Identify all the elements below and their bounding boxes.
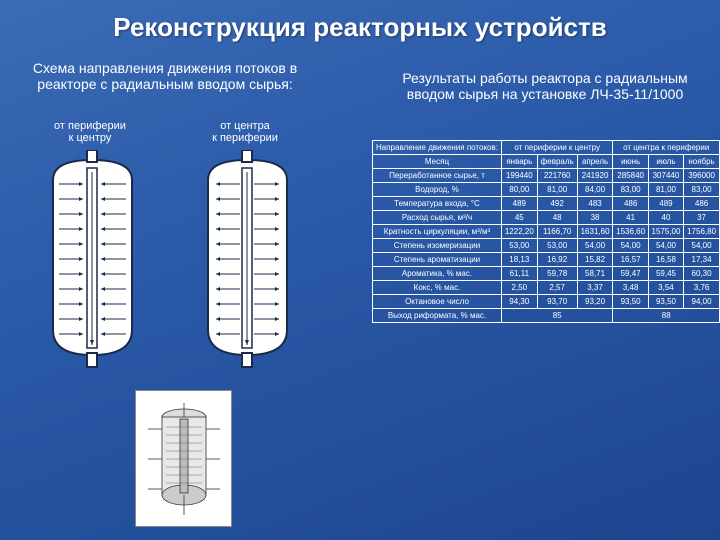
table-cell: январь bbox=[501, 155, 537, 169]
table-cell: Кокс, % мас. bbox=[373, 281, 502, 295]
table-cell: 83,00 bbox=[684, 183, 720, 197]
vessel-right bbox=[190, 150, 305, 370]
table-cell: 54,00 bbox=[684, 239, 720, 253]
slide: Реконструкция реакторных устройств Схема… bbox=[0, 0, 720, 540]
page-title: Реконструкция реакторных устройств bbox=[0, 12, 720, 43]
table-cell: июнь bbox=[613, 155, 648, 169]
table-cell: 54,00 bbox=[613, 239, 648, 253]
table-cell: 84,00 bbox=[577, 183, 613, 197]
table-cell: Направление движения потоков: bbox=[373, 141, 502, 155]
table-cell: 53,00 bbox=[501, 239, 537, 253]
table-cell: 59,78 bbox=[537, 267, 577, 281]
table-cell: Степень изомеризации bbox=[373, 239, 502, 253]
table-cell: 489 bbox=[501, 197, 537, 211]
table-cell: 40 bbox=[648, 211, 683, 225]
table-cell: Ароматика, % мас. bbox=[373, 267, 502, 281]
table-cell: 37 bbox=[684, 211, 720, 225]
table-cell: Водород, % bbox=[373, 183, 502, 197]
table-cell: Расход сырья, м³/ч bbox=[373, 211, 502, 225]
table-cell: 61,11 bbox=[501, 267, 537, 281]
table-cell: 41 bbox=[613, 211, 648, 225]
table-cell: 16,57 bbox=[613, 253, 648, 267]
cutaway-icon bbox=[144, 399, 224, 519]
table-cell: 486 bbox=[684, 197, 720, 211]
table-cell: 53,00 bbox=[537, 239, 577, 253]
vessel-left bbox=[35, 150, 150, 370]
table-cell: 1536,60 bbox=[613, 225, 648, 239]
table-cell: 483 bbox=[577, 197, 613, 211]
table-cell: Месяц bbox=[373, 155, 502, 169]
table-cell: 396000 bbox=[684, 169, 720, 183]
table-cell: Степень ароматизации bbox=[373, 253, 502, 267]
diagram-caption: Схема направления движения потоков в реа… bbox=[30, 60, 300, 92]
table-cell: 486 bbox=[613, 197, 648, 211]
table-cell: апрель bbox=[577, 155, 613, 169]
table-cell: 93,50 bbox=[613, 295, 648, 309]
table-cell: 307440 bbox=[648, 169, 683, 183]
table-cell: 1631,60 bbox=[577, 225, 613, 239]
table-cell: 241920 bbox=[577, 169, 613, 183]
table-cell: 1575,00 bbox=[648, 225, 683, 239]
vessel-label-right: от центрак периферии bbox=[195, 120, 295, 144]
table-cell: от периферии к центру bbox=[501, 141, 612, 155]
table-caption: Результаты работы реактора с радиальным … bbox=[380, 70, 710, 102]
table-cell: 93,70 bbox=[537, 295, 577, 309]
table-cell: 489 bbox=[648, 197, 683, 211]
table-cell: 83,00 bbox=[613, 183, 648, 197]
table-cell: 45 bbox=[501, 211, 537, 225]
table-cell: 16,58 bbox=[648, 253, 683, 267]
table-cell: 16,92 bbox=[537, 253, 577, 267]
table-cell: 93,20 bbox=[577, 295, 613, 309]
table-cell: 38 bbox=[577, 211, 613, 225]
table-cell: 59,47 bbox=[613, 267, 648, 281]
table-cell: 3,37 bbox=[577, 281, 613, 295]
table-cell: 59,45 bbox=[648, 267, 683, 281]
table-cell: 94,30 bbox=[501, 295, 537, 309]
table-cell: 492 bbox=[537, 197, 577, 211]
table-cell: 54,00 bbox=[648, 239, 683, 253]
table-cell: июль bbox=[648, 155, 683, 169]
table-cell: 15,82 bbox=[577, 253, 613, 267]
table-cell: 60,30 bbox=[684, 267, 720, 281]
vessel-label-left: от перифериик центру bbox=[40, 120, 140, 144]
table-cell: 48 bbox=[537, 211, 577, 225]
table-cell: 221760 bbox=[537, 169, 577, 183]
table-cell: 285840 bbox=[613, 169, 648, 183]
reactor-cutaway-figure bbox=[135, 390, 232, 527]
table-cell: 1756,80 bbox=[684, 225, 720, 239]
table-cell: 58,71 bbox=[577, 267, 613, 281]
table-cell: 80,00 bbox=[501, 183, 537, 197]
table-cell: Температура входа, °С bbox=[373, 197, 502, 211]
table-cell: Кратность циркуляции, м³/м³ bbox=[373, 225, 502, 239]
table-cell: 2,50 bbox=[501, 281, 537, 295]
table-cell: 17,34 bbox=[684, 253, 720, 267]
table-cell: 18,13 bbox=[501, 253, 537, 267]
table-cell: 2,57 bbox=[537, 281, 577, 295]
results-table: Направление движения потоков:от перифери… bbox=[372, 140, 720, 323]
table-cell: Октановое число bbox=[373, 295, 502, 309]
table-cell: 3,76 bbox=[684, 281, 720, 295]
table-cell: 81,00 bbox=[648, 183, 683, 197]
table-cell: 81,00 bbox=[537, 183, 577, 197]
table-cell: 3,48 bbox=[613, 281, 648, 295]
table-cell: от центра к периферии bbox=[613, 141, 720, 155]
table-cell: 85 bbox=[501, 309, 612, 323]
table-cell: 1222,20 bbox=[501, 225, 537, 239]
table-cell: Выход риформата, % мас. bbox=[373, 309, 502, 323]
table-cell: 93,50 bbox=[648, 295, 683, 309]
table-cell: 94,00 bbox=[684, 295, 720, 309]
table-cell: 54,00 bbox=[577, 239, 613, 253]
table-cell: февраль bbox=[537, 155, 577, 169]
table-cell: 1166,70 bbox=[537, 225, 577, 239]
table-cell: 3,54 bbox=[648, 281, 683, 295]
table-cell: 88 bbox=[613, 309, 720, 323]
table-cell: Переработанное сырье, т bbox=[373, 169, 502, 183]
table-cell: ноябрь bbox=[684, 155, 720, 169]
table-cell: 199440 bbox=[501, 169, 537, 183]
